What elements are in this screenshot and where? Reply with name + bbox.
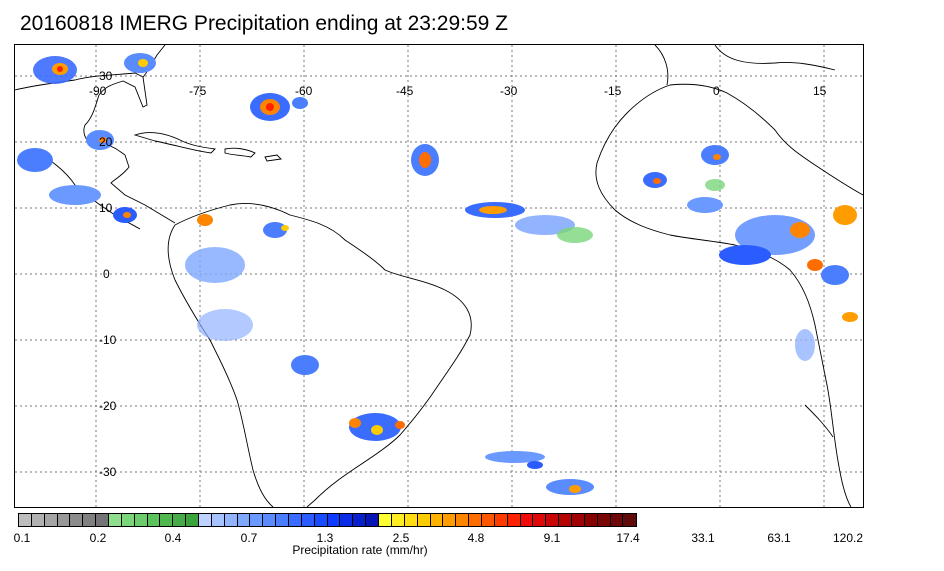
colorbar-swatch	[250, 514, 264, 526]
lon-label: -75	[189, 84, 207, 98]
colorbar-swatch	[224, 514, 238, 526]
colorbar-swatch	[96, 514, 110, 526]
colorbar-swatch	[379, 514, 392, 526]
colorbar-swatch	[507, 514, 521, 526]
colorbar-tick: 63.1	[767, 531, 791, 545]
lon-label: -60	[295, 84, 313, 98]
lon-label: 15	[813, 84, 827, 98]
colorbar-swatch	[443, 514, 457, 526]
colorbar-swatch	[211, 514, 225, 526]
colorbar-swatch	[83, 514, 97, 526]
lon-label: 0	[713, 84, 720, 98]
colorbar-tick: 0.1	[13, 531, 31, 545]
colorbar-swatch	[237, 514, 251, 526]
colorbar-swatch	[404, 514, 418, 526]
colorbar-tick: 9.1	[543, 531, 561, 545]
colorbar-swatch	[109, 514, 122, 526]
lat-label: 30	[99, 69, 113, 83]
colorbar-swatch	[494, 514, 508, 526]
colorbar-tick: 0.4	[164, 531, 182, 545]
colorbar-swatch	[134, 514, 148, 526]
map-title: 20160818 IMERG Precipitation ending at 2…	[20, 12, 508, 35]
colorbar-swatch	[520, 514, 534, 526]
lat-label: 10	[99, 201, 113, 215]
lon-label: -45	[396, 84, 414, 98]
colorbar-swatch	[173, 514, 187, 526]
colorbar-swatch	[456, 514, 470, 526]
colorbar-tick: 2.5	[392, 531, 410, 545]
colorbar-swatch	[571, 514, 585, 526]
colorbar-swatch	[186, 514, 200, 526]
colorbar-tick: 1.3	[316, 531, 334, 545]
colorbar-swatch	[121, 514, 135, 526]
colorbar-swatch	[353, 514, 367, 526]
coastlines	[15, 45, 863, 507]
colorbar-swatch	[546, 514, 560, 526]
lat-label: -30	[99, 465, 117, 479]
lat-label: -20	[99, 399, 117, 413]
colorbar-swatch	[610, 514, 624, 526]
precipitation-patches	[17, 53, 858, 495]
colorbar-tick: 4.8	[467, 531, 485, 545]
lon-label: -90	[89, 84, 107, 98]
colorbar-swatch	[559, 514, 572, 526]
lat-label: 0	[103, 267, 110, 281]
colorbar-swatch	[276, 514, 290, 526]
colorbar-swatch	[44, 514, 58, 526]
colorbar-swatch	[469, 514, 482, 526]
colorbar-swatch	[481, 514, 495, 526]
colorbar-swatch	[301, 514, 315, 526]
lat-label: 20	[99, 135, 113, 149]
colorbar-tick: 120.2	[832, 531, 864, 545]
colorbar-swatch	[70, 514, 84, 526]
colorbar-label: Precipitation rate (mm/hr)	[292, 543, 428, 557]
colorbar-swatch	[147, 514, 161, 526]
precipitation-map: -90 -75 -60 -45 -30 -15 0 15 30 20 10 0 …	[14, 44, 864, 508]
colorbar-tick: 33.1	[691, 531, 715, 545]
colorbar-swatch	[327, 514, 341, 526]
colorbar-swatch	[584, 514, 598, 526]
map-canvas	[15, 45, 863, 507]
colorbar-swatch	[199, 514, 212, 526]
colorbar-swatch	[391, 514, 405, 526]
colorbar-swatch	[289, 514, 302, 526]
lon-label: -30	[500, 84, 518, 98]
colorbar-swatch	[417, 514, 431, 526]
graticule	[15, 45, 863, 507]
lon-label: -15	[604, 84, 622, 98]
colorbar-swatch	[623, 514, 637, 526]
colorbar-swatch	[314, 514, 328, 526]
colorbar-swatch	[31, 514, 45, 526]
colorbar-tick: 17.4	[616, 531, 640, 545]
colorbar	[18, 513, 638, 527]
colorbar-swatch	[533, 514, 547, 526]
colorbar-tick: 0.2	[89, 531, 107, 545]
colorbar-swatch	[160, 514, 174, 526]
colorbar-swatch	[597, 514, 611, 526]
colorbar-swatch	[263, 514, 277, 526]
colorbar-swatch	[340, 514, 354, 526]
colorbar-swatch	[366, 514, 380, 526]
lat-label: -10	[99, 333, 117, 347]
colorbar-swatch	[430, 514, 444, 526]
colorbar-tick: 0.7	[240, 531, 258, 545]
colorbar-swatch	[19, 514, 32, 526]
colorbar-swatch	[57, 514, 71, 526]
